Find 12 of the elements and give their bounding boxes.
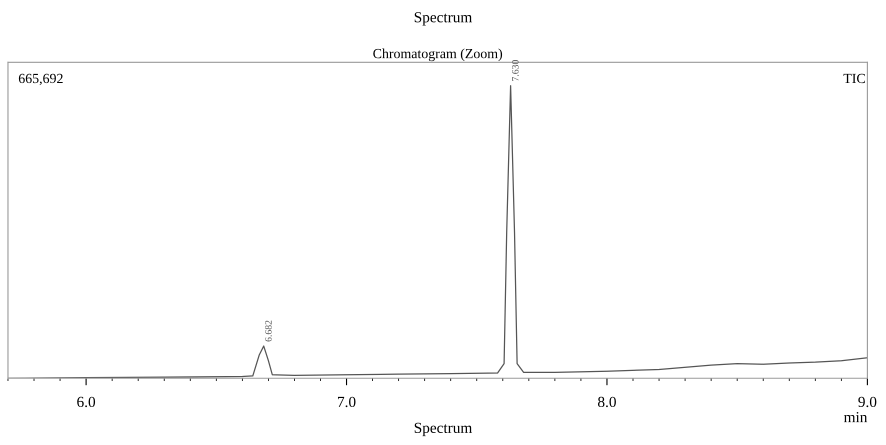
x-tick-label: 7.0 xyxy=(338,396,356,408)
text: 665,692 xyxy=(18,74,63,86)
x-axis-title: min xyxy=(844,412,868,422)
x-tick-label: 8.0 xyxy=(598,396,616,408)
annotation: 7.630 xyxy=(512,60,519,81)
x-tick-label: 6.0 xyxy=(77,396,96,408)
text: Spectrum xyxy=(414,422,472,436)
text: TIC xyxy=(844,74,865,84)
annotation: 6.682 xyxy=(265,320,272,342)
chart-subtitle: Chromatogram (Zoom) xyxy=(373,48,502,62)
x-tick-label: 9.0 xyxy=(858,396,876,408)
chart-title: Spectrum xyxy=(414,12,472,26)
